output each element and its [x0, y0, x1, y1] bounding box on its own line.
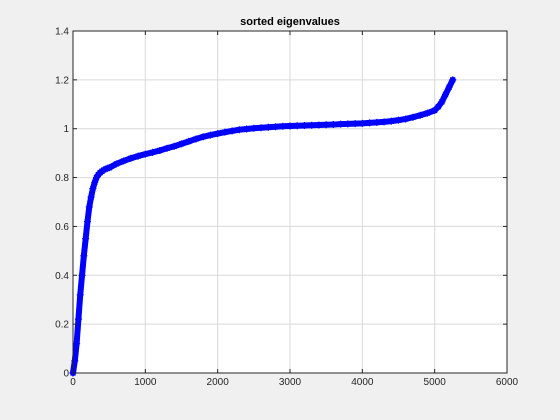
- axes: [72, 30, 508, 374]
- data-point-marker: [445, 83, 453, 91]
- data-point-marker: [73, 340, 81, 348]
- y-tick-labels: 0 0.2 0.4 0.6 0.8 1 1.2 1.4: [55, 27, 69, 380]
- data-point-marker: [272, 123, 280, 131]
- data-point-marker: [87, 193, 95, 201]
- data-point-marker: [409, 113, 417, 121]
- x-tick-label: 5000: [424, 377, 447, 388]
- y-tick-label: 0.6: [55, 222, 69, 233]
- data-point-marker: [387, 117, 395, 125]
- data-point-marker: [329, 121, 337, 129]
- data-point-marker: [344, 120, 352, 128]
- data-point-marker: [170, 142, 178, 150]
- data-point-marker: [308, 121, 316, 129]
- data-point-marker: [416, 111, 424, 119]
- data-point-marker: [293, 122, 301, 130]
- data-point-marker: [438, 98, 446, 106]
- data-point-marker: [76, 291, 84, 299]
- x-tick-label: 6000: [496, 377, 519, 388]
- data-point-marker: [80, 252, 88, 260]
- x-tick-label: 0: [70, 377, 76, 388]
- data-point-marker: [163, 144, 171, 152]
- data-point-marker: [449, 76, 457, 84]
- data-point-marker: [434, 103, 442, 111]
- data-point-marker: [178, 140, 185, 148]
- y-tick-label: 0.4: [55, 271, 69, 282]
- x-tick-label: 2000: [207, 377, 230, 388]
- data-point-marker: [250, 124, 258, 132]
- x-tick-label: 4000: [351, 377, 374, 388]
- data-point-marker: [134, 152, 142, 160]
- data-point-marker: [221, 128, 229, 136]
- chart-title: sorted eigenvalues: [240, 16, 340, 28]
- x-tick-label: 3000: [279, 377, 302, 388]
- y-tick-label: 0.2: [55, 320, 69, 331]
- data-point-marker: [315, 121, 323, 129]
- data-point-marker: [228, 127, 236, 135]
- data-point-marker: [257, 124, 265, 132]
- data-point-marker: [402, 115, 410, 123]
- x-tick-label: 1000: [134, 377, 157, 388]
- data-point-marker: [358, 119, 366, 127]
- data-point-marker: [185, 137, 193, 145]
- y-tick-label: 1: [63, 124, 69, 135]
- data-point-marker: [149, 148, 157, 156]
- data-point-marker: [192, 135, 200, 143]
- data-point-marker: [286, 122, 294, 130]
- y-tick-label: 1.2: [55, 75, 69, 86]
- data-point-marker: [366, 119, 374, 127]
- data-point-marker: [85, 203, 93, 211]
- data-point-marker: [264, 123, 272, 131]
- data-point-marker: [322, 121, 330, 129]
- data-point-marker: [120, 157, 128, 165]
- data-point-marker: [214, 130, 222, 138]
- data-point-marker: [300, 122, 308, 130]
- y-tick-label: 0.8: [55, 173, 69, 184]
- data-point-marker: [112, 160, 120, 168]
- data-point-marker: [279, 122, 287, 130]
- y-tick-label: 0: [63, 369, 69, 380]
- data-point-marker: [83, 218, 91, 226]
- data-point-marker: [127, 154, 135, 162]
- data-point-marker: [337, 120, 345, 128]
- data-point-marker: [442, 91, 450, 99]
- data-point-marker: [423, 109, 431, 117]
- data-point-marker: [74, 315, 82, 323]
- data-point-marker: [235, 126, 243, 134]
- data-point-marker: [431, 106, 439, 114]
- data-point-marker: [243, 125, 251, 133]
- data-point-marker: [395, 116, 402, 124]
- data-point-marker: [91, 178, 99, 186]
- data-point-marker: [71, 357, 79, 365]
- data-point-marker: [93, 174, 101, 182]
- data-point-marker: [373, 118, 381, 126]
- data-point-marker: [156, 146, 164, 154]
- data-point-marker: [78, 271, 86, 279]
- data-point-marker: [141, 150, 149, 158]
- y-tick-label: 1.4: [55, 27, 69, 38]
- data-point-marker: [199, 133, 207, 141]
- data-point-marker: [351, 120, 359, 128]
- data-point-marker: [105, 164, 113, 172]
- data-point-marker: [102, 165, 110, 173]
- data-point-marker: [89, 185, 97, 193]
- data-point-marker: [206, 131, 214, 139]
- data-point-marker: [82, 235, 90, 243]
- data-point-marker: [380, 118, 388, 126]
- x-tick-labels: 0 1000 2000 3000 4000 5000 6000: [70, 377, 518, 388]
